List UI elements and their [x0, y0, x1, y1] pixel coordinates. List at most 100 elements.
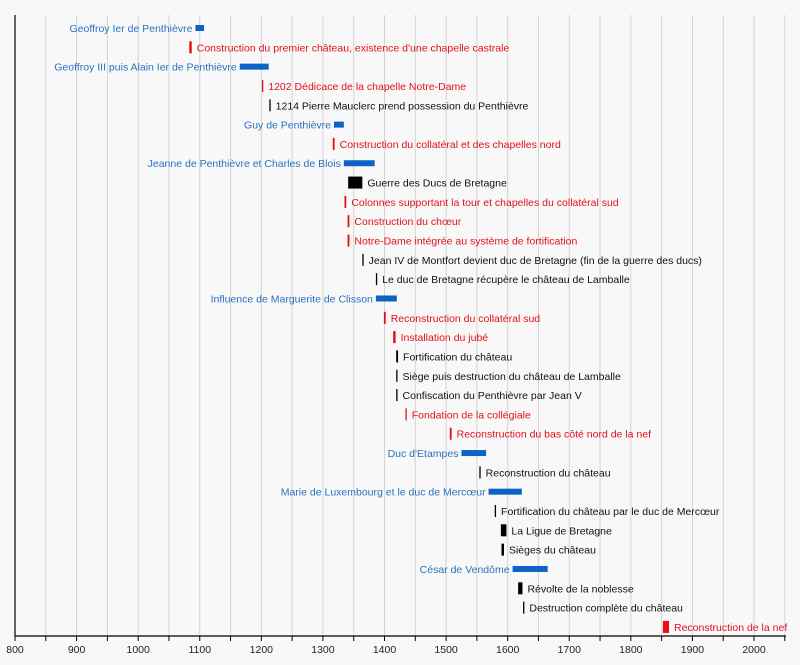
- event-label: Le duc de Bretagne récupère le château d…: [382, 274, 630, 286]
- event-bar-church: [189, 41, 192, 54]
- event-label: Geoffroy III puis Alain Ier de Penthièvr…: [54, 62, 237, 74]
- event-bar-lord: [512, 565, 548, 572]
- timeline-event: Jean IV de Montfort devient duc de Breta…: [362, 253, 702, 267]
- event-bar-lord: [239, 63, 269, 70]
- event-bar-castle: [523, 601, 525, 614]
- event-bar-castle: [396, 389, 398, 402]
- event-label: Reconstruction du collatéral sud: [391, 313, 541, 325]
- event-bar-castle: [362, 253, 364, 266]
- x-tick-label: 1500: [434, 644, 458, 656]
- timeline-event: Révolte de la noblesse: [518, 582, 634, 595]
- timeline-event: Reconstruction du château: [479, 466, 611, 479]
- x-tick-label: 2000: [742, 644, 766, 656]
- event-label: Reconstruction de la nef: [674, 622, 787, 634]
- x-tick-label: 1800: [619, 644, 643, 656]
- event-label: Guy de Penthièvre: [244, 120, 331, 132]
- x-tick-label: 1700: [558, 644, 582, 656]
- timeline-event: Destruction complète du château: [523, 601, 683, 615]
- event-label: Marie de Luxembourg et le duc de Mercœur: [281, 487, 486, 499]
- timeline-event: Fortification du château par le duc de M…: [494, 505, 720, 518]
- event-bar-castle: [518, 582, 523, 595]
- event-label: Installation du jubé: [401, 332, 489, 344]
- event-bar-castle: [494, 505, 497, 517]
- x-tick-label: 1300: [311, 644, 335, 656]
- event-label: Construction du premier château, existen…: [197, 42, 510, 54]
- x-tick-label: 1200: [250, 644, 274, 656]
- timeline-event: Fortification du château: [396, 350, 512, 363]
- timeline-event: Installation du jubé: [393, 331, 488, 344]
- event-bar-lord: [375, 295, 397, 302]
- event-label: Révolte de la noblesse: [527, 583, 633, 595]
- event-bar-lord: [195, 25, 205, 31]
- event-bar-church: [347, 234, 350, 247]
- event-label: 1214 Pierre Mauclerc prend possession du…: [276, 100, 529, 112]
- event-label: Influence de Marguerite de Clisson: [211, 293, 373, 305]
- event-label: Confiscation du Penthièvre par Jean V: [403, 390, 582, 402]
- timeline-event: La Ligue de Bretagne: [500, 524, 612, 537]
- timeline-event: 1214 Pierre Mauclerc prend possession du…: [269, 99, 529, 112]
- event-bar-church: [449, 427, 452, 440]
- timeline-event: Geoffroy III puis Alain Ier de Penthièvr…: [54, 62, 269, 74]
- event-bar-castle: [375, 273, 378, 286]
- event-label: Duc d'Etampes: [388, 448, 459, 460]
- event-bar-church: [405, 408, 407, 421]
- x-tick-label: 1900: [681, 644, 705, 656]
- event-label: Fortification du château: [403, 351, 512, 363]
- timeline-event: Guy de Penthièvre: [244, 120, 344, 132]
- event-bar-lord: [343, 160, 375, 167]
- timeline-event: Construction du chœur: [347, 215, 462, 228]
- x-tick-label: 1400: [373, 644, 397, 656]
- event-bar-church: [347, 215, 350, 228]
- gridlines: [45, 15, 786, 636]
- event-label: 1202 Dédicace de la chapelle Notre-Dame: [268, 81, 466, 93]
- timeline-event: Duc d'Etampes: [388, 448, 487, 460]
- event-bar-lord: [334, 121, 344, 128]
- timeline-event: Siège puis destruction du château de Lam…: [396, 369, 621, 383]
- x-tick-label: 1000: [126, 644, 150, 656]
- timeline-event: Reconstruction du bas côté nord de la ne…: [449, 427, 651, 441]
- event-label: Geoffroy Ier de Penthièvre: [69, 23, 192, 35]
- event-label: Fortification du château par le duc de M…: [501, 506, 720, 518]
- timeline-event: Reconstruction de la nef: [662, 620, 787, 634]
- event-bar-castle: [396, 369, 398, 382]
- timeline-event: Sièges du château: [501, 543, 596, 557]
- timeline-event: Notre-Dame intégrée au système de fortif…: [347, 234, 577, 248]
- event-label: Reconstruction du château: [486, 467, 611, 479]
- event-bar-church: [383, 311, 386, 324]
- event-label: La Ligue de Bretagne: [511, 525, 612, 537]
- event-bar-church: [261, 79, 264, 92]
- timeline-event: Construction du collatéral et des chapel…: [332, 137, 561, 151]
- event-label: Destruction complète du château: [529, 603, 683, 615]
- timeline-event: Geoffroy Ier de Penthièvre: [69, 23, 205, 35]
- event-label: Guerre des Ducs de Bretagne: [367, 178, 507, 190]
- event-bar-church: [393, 331, 396, 344]
- timeline-event: César de Vendôme: [420, 564, 548, 576]
- event-label: César de Vendôme: [420, 564, 510, 576]
- event-label: Notre-Dame intégrée au système de fortif…: [354, 236, 577, 248]
- event-label: Siège puis destruction du château de Lam…: [403, 371, 621, 383]
- x-tick-label: 800: [6, 644, 24, 656]
- x-tick-label: 1600: [496, 644, 520, 656]
- timeline-event: 1202 Dédicace de la chapelle Notre-Dame: [261, 79, 466, 93]
- event-label: Jeanne de Penthièvre et Charles de Blois: [148, 158, 341, 170]
- event-bar-church: [344, 195, 347, 208]
- event-bar-castle: [269, 99, 271, 112]
- timeline-event: Le duc de Bretagne récupère le château d…: [375, 273, 630, 286]
- timeline-event: Reconstruction du collatéral sud: [383, 311, 541, 325]
- event-label: Jean IV de Montfort devient duc de Breta…: [369, 255, 702, 267]
- timeline-event: Fondation de la collégiale: [405, 408, 531, 421]
- event-label: Reconstruction du bas côté nord de la ne…: [457, 429, 651, 441]
- event-bar-castle: [348, 176, 363, 189]
- event-label: Construction du collatéral et des chapel…: [340, 139, 561, 151]
- timeline-event: Colonnes supportant la tour et chapelles…: [344, 195, 619, 209]
- x-axis-ticks: 800 900 1000 1100 1200 1300 1400 1500 1600 1700 18…: [6, 636, 786, 656]
- timeline-event: Marie de Luxembourg et le duc de Mercœur: [281, 487, 522, 499]
- event-bar-castle: [501, 543, 504, 556]
- timeline-events: Geoffroy Ier de Penthièvre Construction d…: [54, 23, 787, 634]
- event-label: Construction du chœur: [354, 216, 461, 228]
- timeline-event: Confiscation du Penthièvre par Jean V: [396, 389, 582, 402]
- event-bar-lord: [461, 450, 487, 457]
- event-bar-church: [662, 620, 670, 633]
